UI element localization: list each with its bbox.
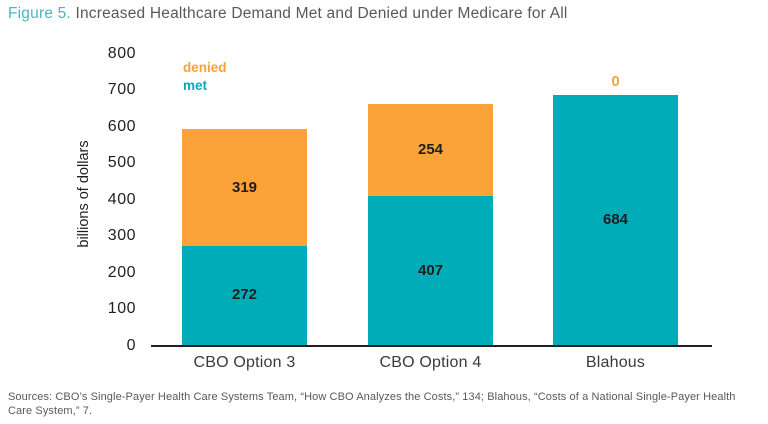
y-tick-label: 200 xyxy=(107,263,136,281)
bar-value-denied-zero: 0 xyxy=(611,73,620,91)
y-tick-label: 0 xyxy=(126,336,136,354)
figure-title-text: Increased Healthcare Demand Met and Deni… xyxy=(70,5,568,22)
y-tick-label: 500 xyxy=(107,154,136,171)
bar-segment-met xyxy=(368,196,493,345)
x-category-label: Blahous xyxy=(585,354,646,371)
y-tick-label: 800 xyxy=(107,44,136,62)
figure-title: Figure 5. Increased Healthcare Demand Me… xyxy=(8,5,568,23)
bar-segment-denied xyxy=(368,103,493,197)
y-tick-label: 600 xyxy=(107,117,136,135)
sources-line: Care System,” 7. xyxy=(8,404,93,417)
bar-value-met: 407 xyxy=(417,261,444,279)
bar-value-denied: 254 xyxy=(417,141,444,159)
bar-value-met: 684 xyxy=(602,211,629,229)
x-category-label: CBO Option 3 xyxy=(193,354,296,371)
x-axis-line xyxy=(151,345,712,347)
sources-line: Sources: CBO’s Single-Payer Health Care … xyxy=(8,391,736,403)
y-tick-label: 300 xyxy=(107,227,136,244)
y-tick-label: 700 xyxy=(107,81,136,98)
x-category-label: CBO Option 4 xyxy=(379,354,482,371)
bar-segment-met xyxy=(182,245,307,345)
bar-segment-met xyxy=(553,95,678,345)
legend-item-denied: denied xyxy=(183,60,227,75)
sources-note: Sources: CBO’s Single-Payer Health Care … xyxy=(8,391,764,418)
bar-value-denied: 319 xyxy=(231,178,258,196)
figure-number: Figure 5. xyxy=(8,5,71,22)
legend-item-met: met xyxy=(183,78,208,93)
y-tick-label: 100 xyxy=(107,300,136,317)
y-axis-title: billions of dollars xyxy=(76,140,92,248)
bar-value-met: 272 xyxy=(231,286,258,304)
bar-segment-denied xyxy=(182,129,307,246)
chart-legend: denied met xyxy=(183,59,227,95)
y-tick-label: 400 xyxy=(107,190,136,208)
